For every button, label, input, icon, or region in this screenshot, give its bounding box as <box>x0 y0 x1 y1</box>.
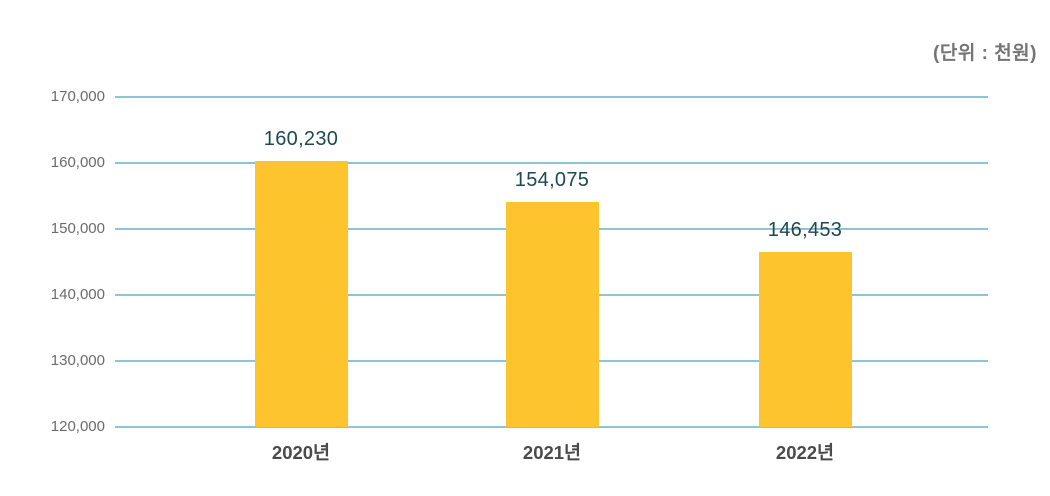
gridline <box>115 96 988 98</box>
y-axis-tick-label: 170,000 <box>50 88 105 105</box>
y-axis-tick-label: 120,000 <box>50 418 105 435</box>
bar-value-label: 154,075 <box>514 169 590 192</box>
y-axis-tick-label: 160,000 <box>50 154 105 171</box>
bar-2021 <box>505 202 599 427</box>
bar-value-label: 160,230 <box>263 128 339 151</box>
x-axis-category-label: 2021년 <box>522 442 582 463</box>
gridline <box>115 426 988 428</box>
bar-2020 <box>254 161 348 427</box>
gridline <box>115 162 988 164</box>
y-axis-tick-label: 150,000 <box>50 220 105 237</box>
y-axis-tick-label: 140,000 <box>50 286 105 303</box>
bar-value-label: 146,453 <box>767 219 843 242</box>
x-axis-category-label: 2022년 <box>775 442 835 463</box>
bar-2022 <box>758 252 852 427</box>
x-axis-category-label: 2020년 <box>271 442 331 463</box>
unit-label: (단위 : 천원) <box>933 43 1037 64</box>
y-axis-tick-label: 130,000 <box>50 352 105 369</box>
